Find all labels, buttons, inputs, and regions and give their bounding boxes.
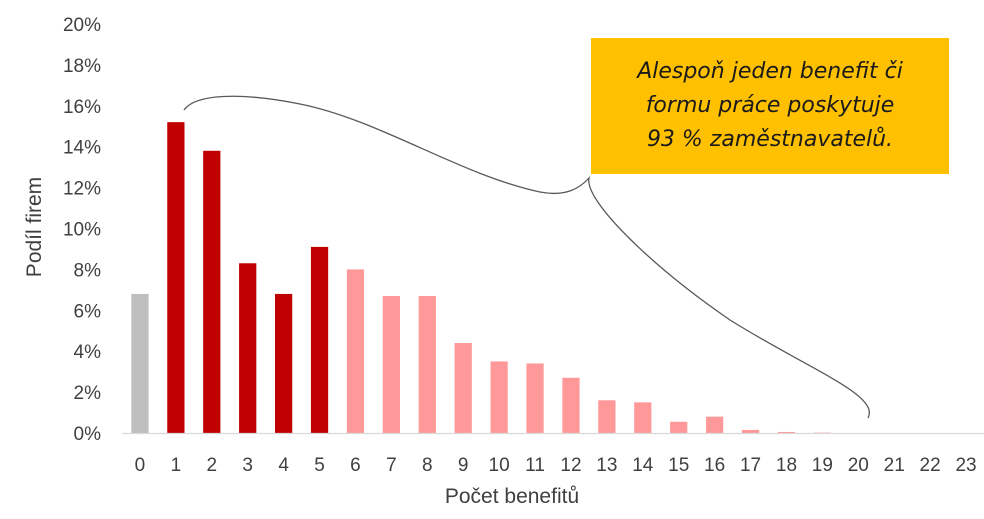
x-axis-ticks: 0 1 2 3 4 5 6 7 8 9 10 11 12 13 14 15 16 17 18 19 20 21 22 23 [135,455,977,476]
x-tick-label: 6 [350,455,361,476]
bar-15 [670,421,688,433]
x-tick-label: 12 [560,455,581,476]
annotation-brace [183,95,870,419]
x-tick-label: 23 [955,455,976,476]
bar-12 [562,377,580,433]
bar-4 [275,293,293,433]
annotation-text: Alespoň jeden benefit či formu práce pos… [591,38,949,174]
x-tick-label: 0 [135,455,146,476]
y-tick-label: 2% [74,383,102,404]
y-tick-label: 6% [74,301,102,322]
annotation-line-1: Alespoň jeden benefit či [637,59,903,84]
bar-18 [777,431,796,433]
annotation-line-2: formu práce poskytuje [645,93,895,118]
y-tick-label: 14% [63,138,101,159]
bar-17 [741,429,760,433]
y-tick-label: 18% [63,56,101,77]
x-tick-label: 18 [776,455,797,476]
bar-0 [131,293,149,433]
bar-7 [382,295,400,433]
bar-11 [526,363,544,433]
bar-16 [706,416,724,433]
bar-1 [167,122,185,433]
x-tick-label: 2 [207,455,218,476]
y-axis-title: Podíl firem [23,177,46,277]
x-tick-label: 4 [278,455,289,476]
x-tick-label: 22 [920,455,941,476]
x-tick-label: 19 [812,455,833,476]
x-tick-label: 11 [525,455,545,476]
x-tick-label: 14 [632,455,654,476]
annotation-box [591,38,949,174]
bar-13 [598,400,616,433]
x-tick-label: 21 [884,455,905,476]
bar-10 [490,361,508,433]
y-axis-ticks: 0% 2% 4% 6% 8% 10% 12% 14% 16% 18% 20% [63,15,101,445]
bar-9 [454,343,472,433]
x-tick-label: 9 [458,455,469,476]
y-tick-label: 0% [74,424,102,445]
bar-2 [203,150,221,434]
y-tick-label: 12% [63,179,101,200]
y-tick-label: 20% [63,15,101,36]
y-tick-label: 16% [63,97,101,118]
x-tick-label: 10 [489,455,510,476]
x-tick-label: 7 [386,455,397,476]
bar-6 [346,269,365,433]
x-tick-label: 16 [704,455,725,476]
x-tick-label: 1 [171,455,182,476]
bar-8 [418,295,436,433]
annotation-line-3: 93 % zaměstnavatelů. [646,127,894,152]
x-axis-title: Počet benefitů [445,485,579,508]
y-tick-label: 4% [74,342,102,363]
x-tick-label: 5 [314,455,325,476]
x-tick-label: 20 [848,455,869,476]
x-tick-label: 13 [596,455,617,476]
x-tick-label: 15 [668,455,689,476]
bar-5 [310,246,329,433]
bar-3 [239,263,257,433]
x-tick-label: 3 [242,455,253,476]
x-tick-label: 17 [740,455,761,476]
bar-14 [634,402,652,433]
bars [131,122,831,434]
x-tick-label: 8 [422,455,433,476]
y-tick-label: 10% [63,220,101,241]
y-tick-label: 8% [74,260,102,281]
